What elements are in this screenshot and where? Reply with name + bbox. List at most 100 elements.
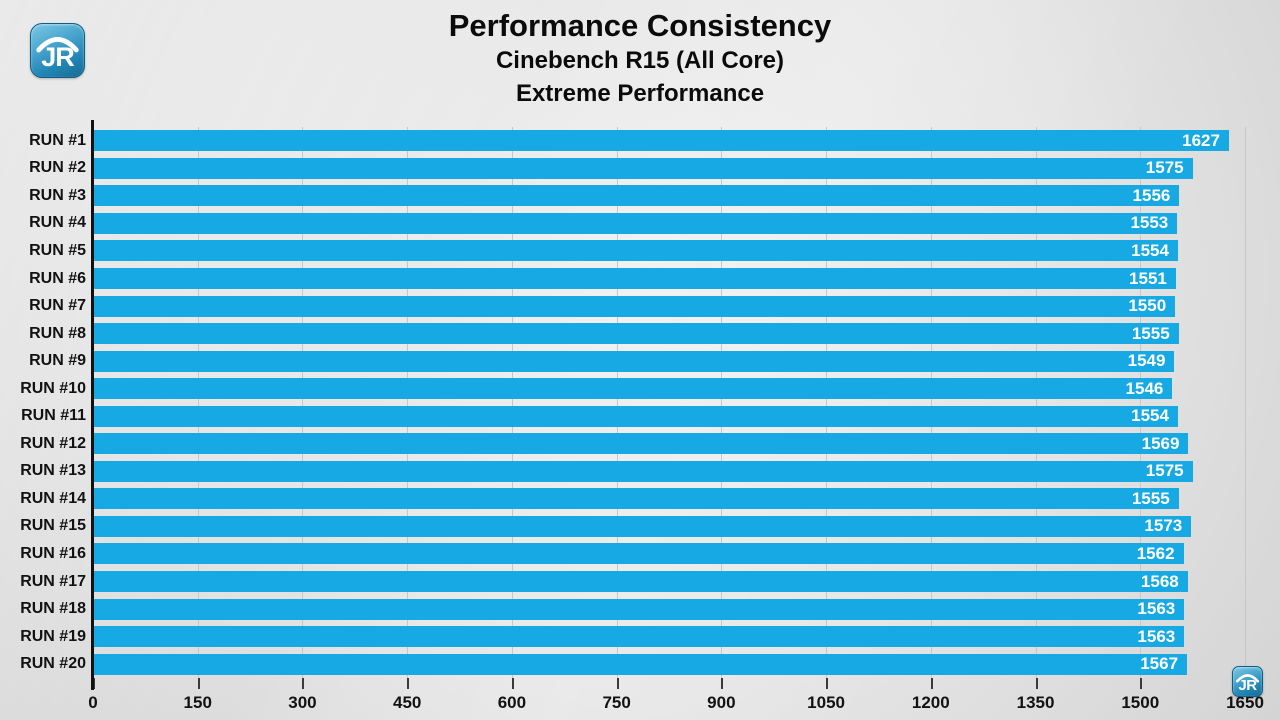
run-label: RUN #11 — [21, 407, 86, 425]
grid-line — [1035, 127, 1037, 678]
run-label: RUN #12 — [20, 434, 86, 452]
bar-row: 1569 — [93, 430, 1245, 458]
bar-run-8: 1555 — [93, 323, 1179, 345]
bar-value-label: 1550 — [1128, 296, 1167, 316]
x-tick-label: 450 — [392, 693, 422, 712]
jr-logo-arc-icon — [36, 37, 79, 53]
bar-value-label: 1573 — [1144, 516, 1183, 536]
bar-row: 1549 — [93, 347, 1245, 375]
bar-value-label: 1553 — [1130, 213, 1169, 233]
chart-title: Performance Consistency — [448, 8, 832, 43]
bar-row: 1546 — [93, 375, 1245, 403]
bar-row: 1563 — [93, 595, 1245, 623]
bar-row: 1555 — [93, 485, 1245, 513]
bar-run-15: 1573 — [93, 515, 1192, 537]
x-axis-tick — [930, 678, 933, 689]
x-axis-tick — [197, 678, 200, 689]
x-tick-label: 150 — [183, 693, 212, 712]
bar-value-label: 1575 — [1145, 158, 1184, 178]
y-axis-line — [91, 120, 94, 690]
chart-subtitle-benchmark: Cinebench R15 (All Core) — [495, 46, 785, 74]
bar-value-label: 1556 — [1132, 185, 1171, 205]
bar-value-label: 1554 — [1131, 406, 1169, 426]
bar-run-3: 1556 — [93, 185, 1180, 207]
bar-run-18: 1563 — [93, 598, 1185, 620]
bar-run-17: 1568 — [93, 571, 1188, 593]
x-tick-label: 1350 — [1016, 693, 1055, 712]
bar-run-1: 1627 — [93, 130, 1229, 152]
bar-run-11: 1554 — [93, 405, 1178, 427]
bar-value-label: 1627 — [1182, 130, 1220, 150]
bar-row: 1568 — [93, 568, 1245, 596]
run-label: RUN #20 — [20, 655, 86, 673]
bar-row: 1562 — [93, 540, 1245, 568]
x-axis-tick — [721, 678, 724, 689]
bar-run-9: 1549 — [93, 350, 1175, 372]
run-label: RUN #7 — [29, 297, 86, 315]
grid-line — [511, 127, 513, 678]
bar-run-20: 1567 — [93, 653, 1188, 675]
bar-value-label: 1551 — [1129, 268, 1167, 288]
chart-subtitle-mode: Extreme Performance — [515, 80, 765, 108]
bar-run-14: 1555 — [93, 488, 1179, 510]
x-axis-tick — [1035, 678, 1038, 689]
grid-line — [407, 127, 409, 678]
grid-line — [302, 127, 304, 678]
bar-row: 1556 — [93, 182, 1245, 210]
bar-value-label: 1562 — [1136, 543, 1175, 563]
x-tick-label: 1050 — [807, 693, 845, 712]
chart-header: Performance Consistency Cinebench R15 (A… — [0, 8, 1280, 111]
bar-row: 1554 — [93, 402, 1245, 430]
bar-value-label: 1575 — [1145, 461, 1184, 481]
bar-row: 1555 — [93, 320, 1245, 348]
bar-run-5: 1554 — [93, 240, 1178, 262]
grid-line — [616, 127, 618, 678]
bar-run-13: 1575 — [93, 460, 1193, 482]
bar-value-label: 1563 — [1137, 626, 1176, 646]
grid-line — [930, 127, 932, 678]
bar-value-label: 1555 — [1131, 488, 1170, 508]
run-label: RUN #2 — [29, 159, 86, 177]
bar-run-10: 1546 — [93, 378, 1173, 400]
bar-row: 1627 — [93, 127, 1245, 155]
grid-line — [197, 127, 199, 678]
bar-row: 1553 — [93, 210, 1245, 238]
run-label: RUN #18 — [20, 600, 86, 618]
x-tick-label: 1500 — [1121, 693, 1160, 712]
run-label: RUN #19 — [20, 627, 86, 645]
x-axis-tick — [616, 678, 619, 689]
run-label: RUN #14 — [20, 489, 86, 507]
grid-line — [1140, 127, 1142, 678]
run-label: RUN #16 — [20, 544, 86, 562]
run-label: RUN #8 — [29, 324, 86, 342]
bar-row: 1563 — [93, 623, 1245, 651]
x-axis-tick — [511, 678, 514, 689]
bar-value-label: 1554 — [1131, 240, 1169, 260]
bar-value-label: 1563 — [1137, 599, 1176, 619]
jr-logo-watermark: JR — [1232, 666, 1263, 697]
bar-value-label: 1555 — [1131, 323, 1170, 343]
bar-row: 1573 — [93, 513, 1245, 541]
bar-row: 1575 — [93, 155, 1245, 183]
grid-line — [721, 127, 723, 678]
run-label: RUN #10 — [20, 379, 86, 397]
bar-run-7: 1550 — [93, 295, 1176, 317]
x-tick-label: 0 — [88, 693, 98, 712]
jr-logo-arc-icon — [1235, 674, 1260, 683]
bar-row: 1567 — [93, 650, 1245, 678]
bar-row: 1554 — [93, 237, 1245, 265]
bar-value-label: 1546 — [1125, 378, 1164, 398]
x-tick-label: 300 — [288, 693, 317, 712]
run-label: RUN #13 — [20, 462, 86, 480]
run-label: RUN #4 — [29, 214, 86, 232]
plot-area: 1627 1575 1556 1553 1554 1551 1550 1555 1549 1546… — [91, 120, 1247, 690]
x-tick-label: 900 — [707, 693, 736, 712]
x-axis-tick — [302, 678, 305, 689]
bar-run-12: 1569 — [93, 433, 1189, 455]
bar-run-4: 1553 — [93, 212, 1178, 234]
run-label: RUN #3 — [29, 186, 86, 204]
grid-line — [826, 127, 828, 678]
bar-run-2: 1575 — [93, 157, 1193, 179]
bars-container: 1627 1575 1556 1553 1554 1551 1550 1555 1549 1546… — [93, 127, 1245, 678]
